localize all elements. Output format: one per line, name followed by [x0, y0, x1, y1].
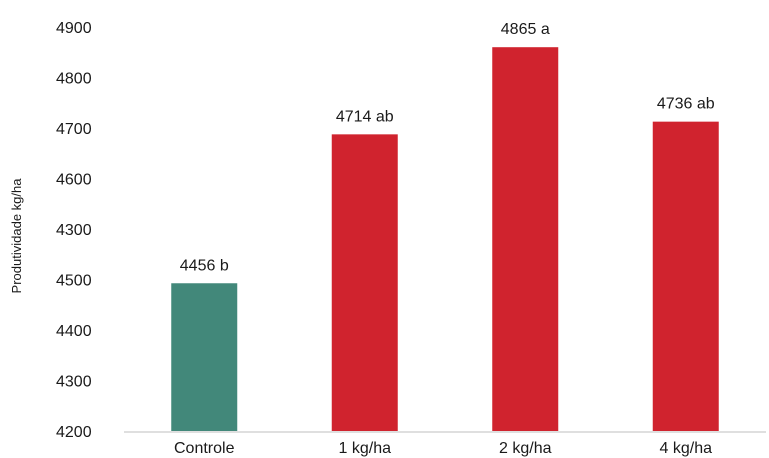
bar [492, 47, 559, 431]
y-axis-ticks: 4200 4300 4400 4500 4300 4600 4700 4800 4900 [56, 20, 92, 441]
x-tick-label: 4 kg/ha [660, 440, 713, 457]
x-tick-label: 1 kg/ha [339, 440, 392, 457]
y-tick-label: 4700 [56, 121, 92, 138]
data-labels: 4456 b 4714 ab 4865 a 4736 ab [180, 21, 715, 274]
y-tick-label: 4800 [56, 71, 92, 88]
bar [652, 121, 719, 431]
data-label: 4865 a [501, 21, 550, 38]
y-tick-label: 4300 [56, 374, 92, 391]
y-tick-label: 4400 [56, 323, 92, 340]
y-tick-label: 4200 [56, 424, 92, 441]
x-tick-label: Controle [174, 440, 235, 457]
y-axis-label: Produtividade kg/ha [9, 178, 24, 294]
y-tick-label: 4300 [56, 222, 92, 239]
bar [171, 283, 238, 431]
bar [331, 134, 398, 431]
x-tick-label: 2 kg/ha [499, 440, 552, 457]
y-tick-label: 4600 [56, 172, 92, 189]
data-label: 4736 ab [657, 96, 715, 113]
y-tick-label: 4900 [56, 20, 92, 37]
data-label: 4456 b [180, 257, 229, 274]
data-label: 4714 ab [336, 108, 394, 125]
x-axis-categories: Controle 1 kg/ha 2 kg/ha 4 kg/ha [174, 440, 712, 457]
bars [171, 47, 719, 431]
y-tick-label: 4500 [56, 273, 92, 290]
